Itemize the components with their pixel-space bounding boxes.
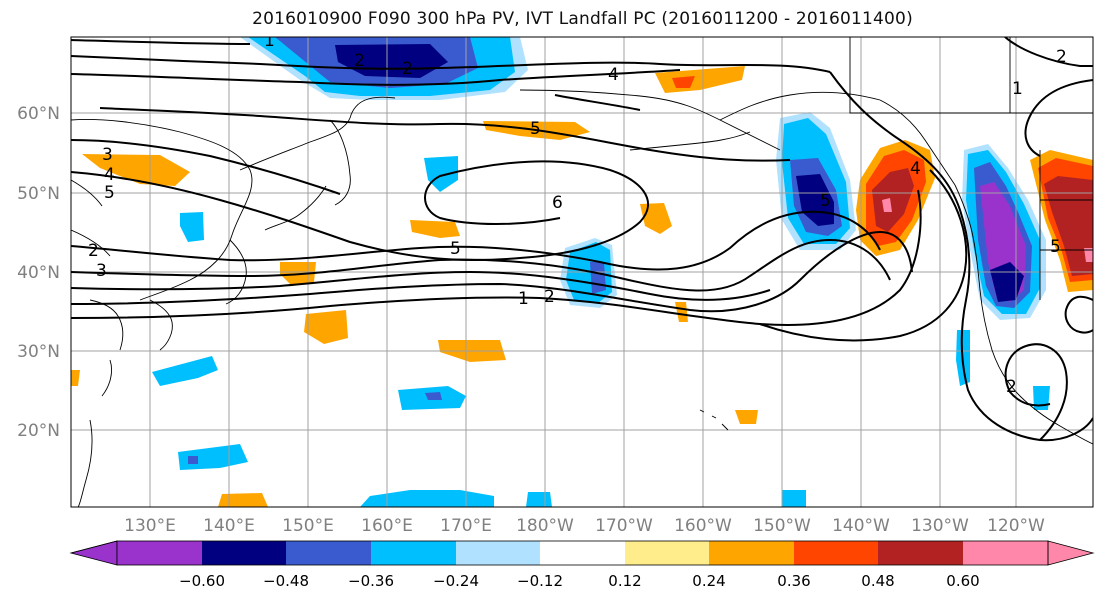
- pv-contour-label: 1: [264, 31, 275, 51]
- lon-label: 150°W: [753, 516, 811, 536]
- pv-contour-label: 5: [820, 191, 831, 211]
- pv-contours: [71, 37, 1093, 442]
- lon-label: 140°E: [203, 516, 255, 536]
- longitude-labels: 130°E 140°E 150°E 160°E 170°E 180°W 170°…: [124, 516, 1045, 536]
- pv-contour-label: 5: [1050, 237, 1061, 257]
- lon-label: 160°E: [361, 516, 413, 536]
- colorbar-tick-label: −0.12: [517, 572, 563, 590]
- colorbar-bin: [963, 541, 1048, 565]
- colorbar-bin: [371, 541, 456, 565]
- map-title: 2016010900 F090 300 hPa PV, IVT Landfall…: [252, 9, 913, 29]
- pv-contour-label: 1: [1012, 79, 1023, 99]
- colorbar-outline: [116, 540, 1049, 566]
- lon-label: 170°W: [595, 516, 653, 536]
- lat-label: 20°N: [17, 421, 60, 441]
- colorbar-bin: [709, 541, 794, 565]
- colorbar-bin: [794, 541, 878, 565]
- colorbar-ticks: −0.60 −0.48 −0.36 −0.24 −0.12 0.12 0.24 …: [179, 572, 980, 590]
- pv-contour-label: 4: [104, 165, 115, 185]
- pv-contour-label: 2: [402, 59, 413, 79]
- colorbar-tick-label: 0.12: [608, 572, 641, 590]
- colorbar-tick-label: −0.36: [348, 572, 394, 590]
- pv-contour-label: 5: [530, 119, 541, 139]
- colorbar: [69, 540, 1095, 566]
- map-frame: [70, 36, 1094, 508]
- lat-label: 50°N: [17, 184, 60, 204]
- pv-contour-label: 6: [552, 193, 563, 213]
- lat-label: 60°N: [17, 104, 60, 124]
- pv-contour-label: 2: [88, 241, 99, 261]
- lon-label: 140°W: [832, 516, 890, 536]
- pv-contour-label: 1: [518, 289, 529, 309]
- pv-contour-label: 5: [104, 183, 115, 203]
- colorbar-bin: [878, 541, 963, 565]
- colorbar-left-extend: [69, 540, 118, 566]
- colorbar-bin: [456, 541, 540, 565]
- pv-contour-label: 3: [102, 145, 113, 165]
- colorbar-bin: [540, 541, 625, 565]
- pv-contour-label: 4: [910, 159, 921, 179]
- pv-contour-label-group: 1 2 2 4 5 3 4 5 2 3 6 5 5 2 1 4 5 1 2 2: [88, 31, 1067, 397]
- pv-contour-label: 4: [608, 65, 619, 85]
- lon-label: 120°W: [987, 516, 1045, 536]
- colorbar-bin: [117, 541, 202, 565]
- colorbar-tick-label: −0.24: [433, 572, 479, 590]
- colorbar-tick-label: −0.60: [179, 572, 225, 590]
- lat-label: 30°N: [17, 342, 60, 362]
- colorbar-bin: [286, 541, 371, 565]
- lon-label: 130°E: [124, 516, 176, 536]
- colorbar-bin: [625, 541, 709, 565]
- pv-contour-label: 5: [450, 239, 461, 259]
- colorbar-bin: [202, 541, 286, 565]
- pv-contour-label: 3: [96, 261, 107, 281]
- colorbar-right-extend: [1047, 540, 1095, 566]
- pv-contour-label: 2: [1006, 377, 1017, 397]
- colorbar-tick-label: 0.60: [946, 572, 979, 590]
- lon-label: 150°E: [282, 516, 334, 536]
- latitude-labels: 60°N 50°N 40°N 30°N 20°N: [17, 104, 60, 441]
- coastlines: [71, 37, 1093, 507]
- pv-contour-label: 2: [1056, 47, 1067, 67]
- lon-label: 160°W: [674, 516, 732, 536]
- lon-label: 170°E: [440, 516, 492, 536]
- pv-contour-label: 2: [544, 287, 555, 307]
- lon-label: 180°W: [516, 516, 574, 536]
- colorbar-tick-label: −0.48: [263, 572, 309, 590]
- colorbar-tick-label: 0.24: [692, 572, 725, 590]
- lon-label: 130°W: [911, 516, 969, 536]
- pv-contour-label: 2: [354, 51, 365, 71]
- colorbar-tick-label: 0.36: [777, 572, 810, 590]
- lat-label: 40°N: [17, 263, 60, 283]
- colorbar-tick-label: 0.48: [861, 572, 894, 590]
